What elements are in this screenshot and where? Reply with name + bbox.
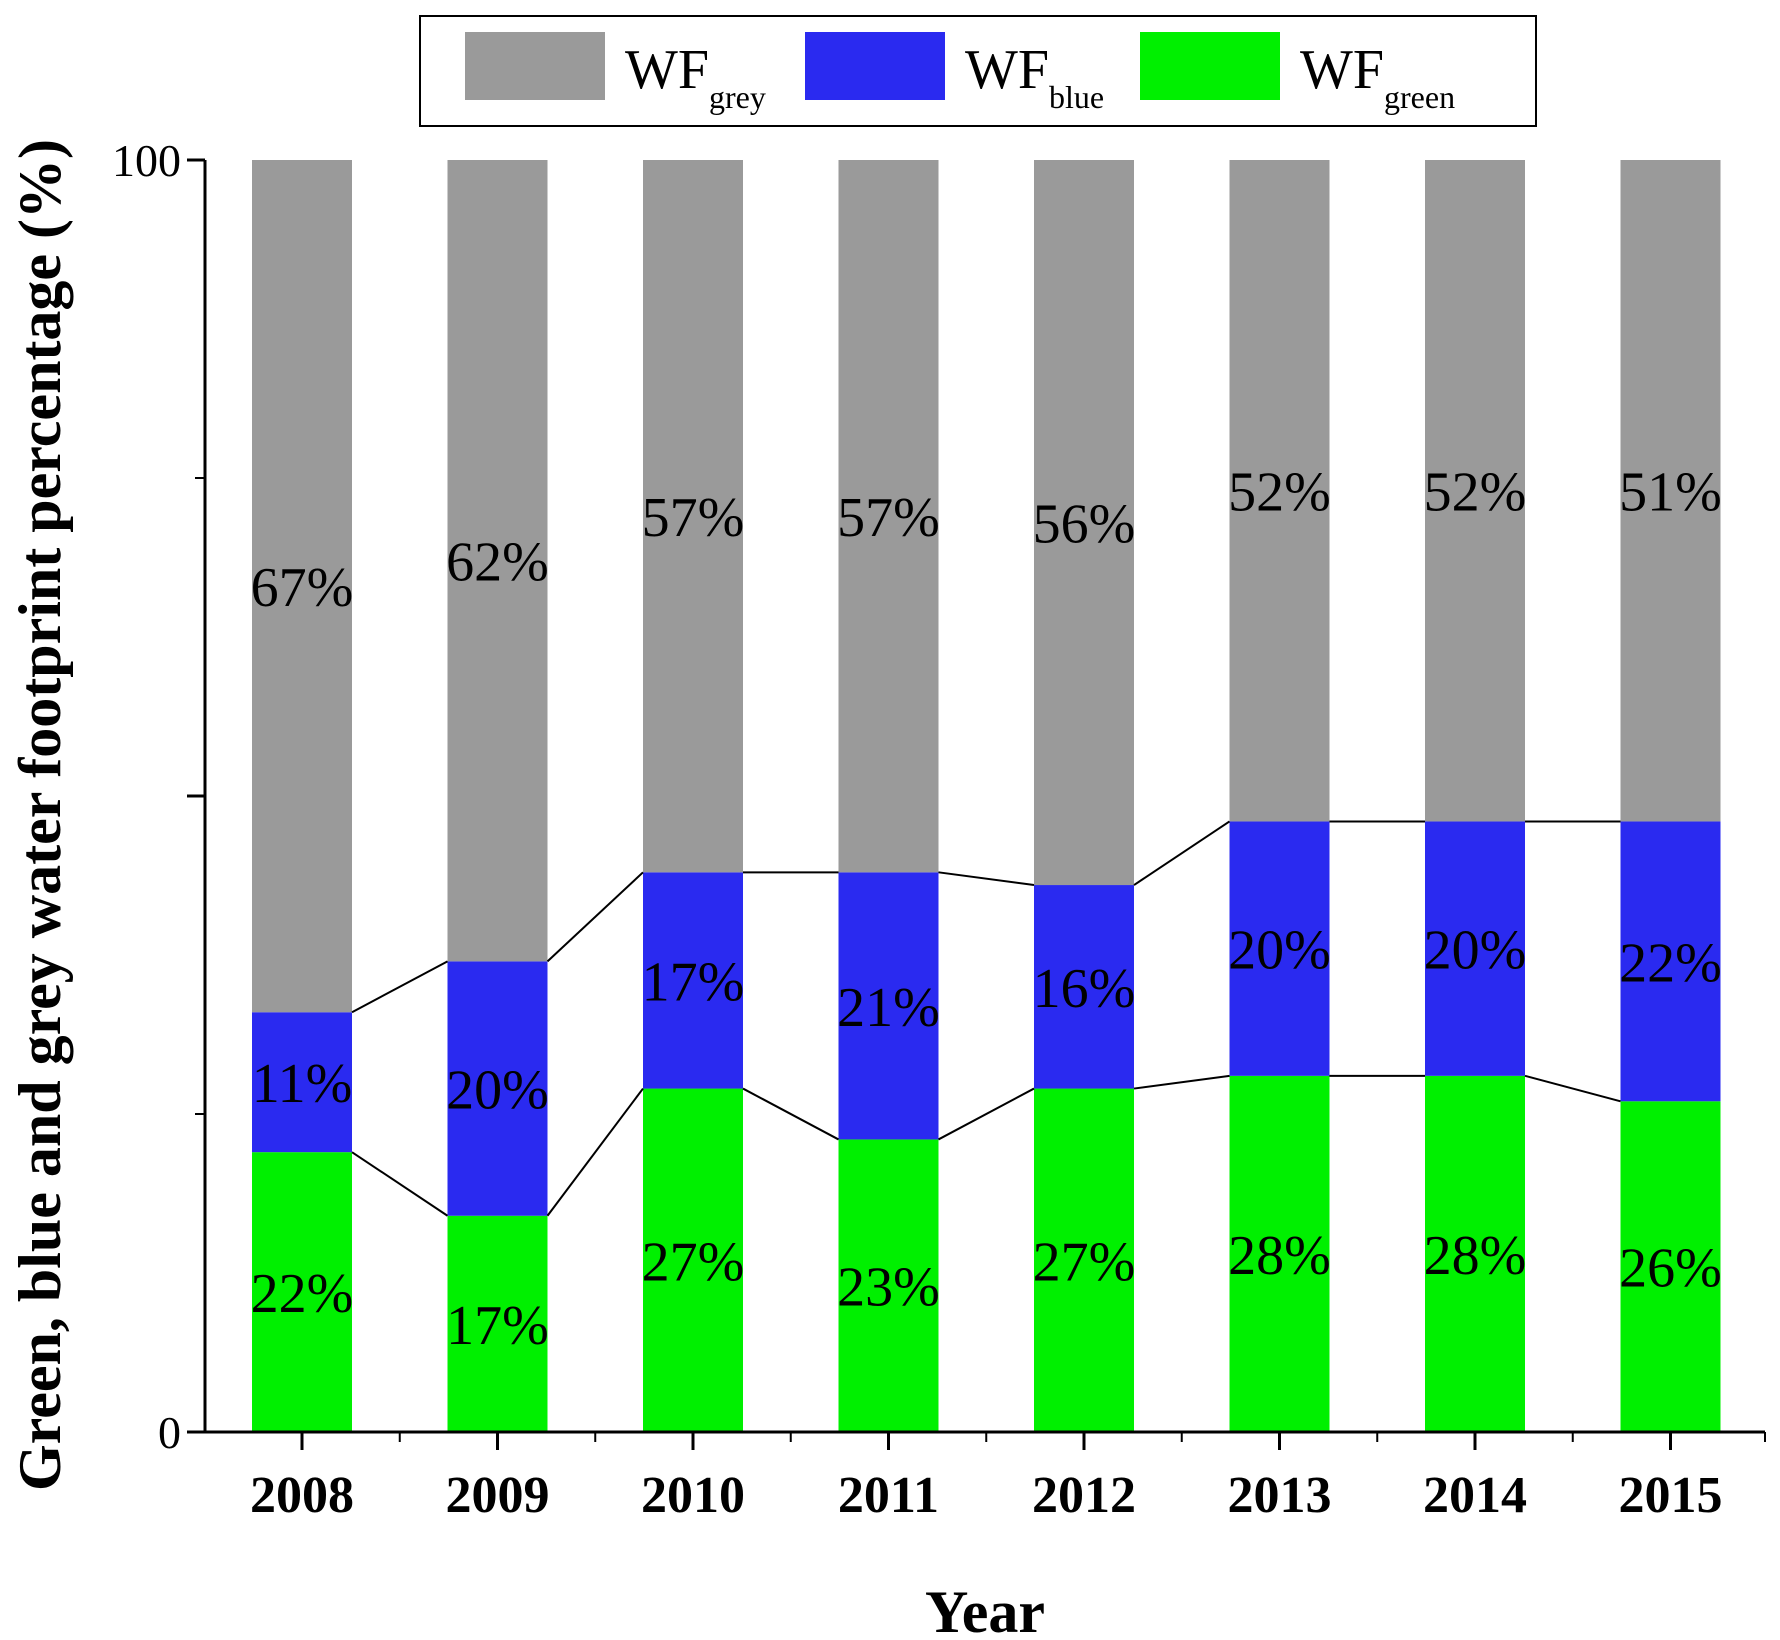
bar-grey-2013 <box>1229 160 1330 822</box>
bar-blue-2009 <box>447 961 548 1216</box>
label-blue-2015: 22% <box>1619 932 1722 994</box>
label-green-2009: 17% <box>446 1295 549 1357</box>
label-grey-2008: 67% <box>251 557 354 619</box>
label-green-2014: 28% <box>1424 1225 1527 1287</box>
x-tick-label-2010: 2010 <box>641 1467 745 1524</box>
x-tick-label-2013: 2013 <box>1228 1467 1332 1524</box>
label-blue-2009: 20% <box>446 1060 549 1122</box>
bar-grey-2008 <box>252 160 352 1013</box>
x-tick-label-2012: 2012 <box>1032 1467 1136 1524</box>
y-axis-title: Green, blue and grey water footprint per… <box>7 139 73 1491</box>
connector-blue-2011 <box>938 871 1035 887</box>
connector-green-2008 <box>351 1151 449 1217</box>
label-grey-2012: 56% <box>1033 494 1136 556</box>
bar-green-2011 <box>838 1139 939 1432</box>
bar-green-2012 <box>1034 1088 1134 1432</box>
label-grey-2010: 57% <box>642 487 745 549</box>
label-green-2012: 27% <box>1033 1231 1136 1293</box>
connector-green-2011 <box>938 1087 1035 1141</box>
legend-swatch-blue <box>805 32 945 100</box>
label-green-2010: 27% <box>642 1231 745 1293</box>
connector-blue-2008 <box>351 960 448 1014</box>
label-green-2013: 28% <box>1228 1225 1331 1287</box>
x-tick-label-2008: 2008 <box>250 1467 354 1524</box>
label-grey-2014: 52% <box>1424 462 1527 524</box>
bar-blue-2011 <box>838 872 939 1140</box>
bar-green-2014 <box>1425 1075 1525 1432</box>
bar-blue-2008 <box>252 1012 352 1153</box>
connector-green-2012 <box>1133 1074 1230 1090</box>
x-axis-title: Year <box>925 1579 1045 1640</box>
segment-labels: 22% 11% 67% 17% 20% 62% 27% 17% 57% 23% 21% 57% 27% 1… <box>251 462 1722 1357</box>
bar-green-2013 <box>1229 1075 1330 1432</box>
label-grey-2011: 57% <box>837 487 940 549</box>
y-tick-label-100: 100 <box>112 135 181 186</box>
bar-blue-2013 <box>1229 821 1330 1076</box>
legend-box <box>419 15 1537 127</box>
bar-grey-2009 <box>447 160 548 962</box>
label-grey-2009: 62% <box>446 532 549 594</box>
bar-green-2015 <box>1620 1101 1721 1432</box>
label-blue-2013: 20% <box>1228 920 1331 982</box>
bar-grey-2015 <box>1620 160 1721 822</box>
label-grey-2013: 52% <box>1228 462 1331 524</box>
x-tick-label-2014: 2014 <box>1423 1467 1527 1524</box>
bar-grey-2014 <box>1425 160 1525 822</box>
x-tick-label-2011: 2011 <box>838 1467 939 1524</box>
label-grey-2015: 51% <box>1619 462 1722 524</box>
label-blue-2012: 16% <box>1033 958 1136 1020</box>
bar-grey-2012 <box>1034 160 1134 886</box>
label-green-2008: 22% <box>251 1263 354 1325</box>
legend: WFgrey WFblue WFgreen <box>419 15 1537 127</box>
bar-green-2008 <box>252 1152 352 1432</box>
label-green-2015: 26% <box>1619 1238 1722 1300</box>
connector-green-2009 <box>546 1087 644 1217</box>
connector-green-2014 <box>1524 1074 1621 1103</box>
label-green-2011: 23% <box>837 1257 940 1319</box>
axes: 0 100 2008 2009 2010 2011 2012 2013 2014 2015 <box>112 135 1766 1524</box>
bar-blue-2010 <box>643 872 743 1089</box>
x-tick-label-2015: 2015 <box>1619 1467 1723 1524</box>
connector-lines <box>351 820 1621 1217</box>
bar-green-2009 <box>447 1215 548 1432</box>
connector-blue-2012 <box>1133 820 1231 886</box>
bar-blue-2015 <box>1620 821 1721 1102</box>
x-tick-label-2009: 2009 <box>446 1467 550 1524</box>
legend-swatch-green <box>1140 32 1280 100</box>
bar-blue-2014 <box>1425 821 1525 1076</box>
label-blue-2010: 17% <box>642 951 745 1013</box>
label-blue-2014: 20% <box>1424 920 1527 982</box>
y-tick-label-0: 0 <box>158 1407 181 1458</box>
connector-green-2010 <box>742 1087 839 1141</box>
bar-grey-2010 <box>643 160 743 873</box>
connector-blue-2009 <box>546 871 644 963</box>
bars-group <box>252 160 1721 1432</box>
bar-blue-2012 <box>1034 885 1134 1089</box>
bar-green-2010 <box>643 1088 743 1432</box>
label-blue-2011: 21% <box>837 977 940 1039</box>
bar-grey-2011 <box>838 160 939 873</box>
legend-swatch-grey <box>465 32 605 100</box>
label-blue-2008: 11% <box>252 1053 353 1115</box>
